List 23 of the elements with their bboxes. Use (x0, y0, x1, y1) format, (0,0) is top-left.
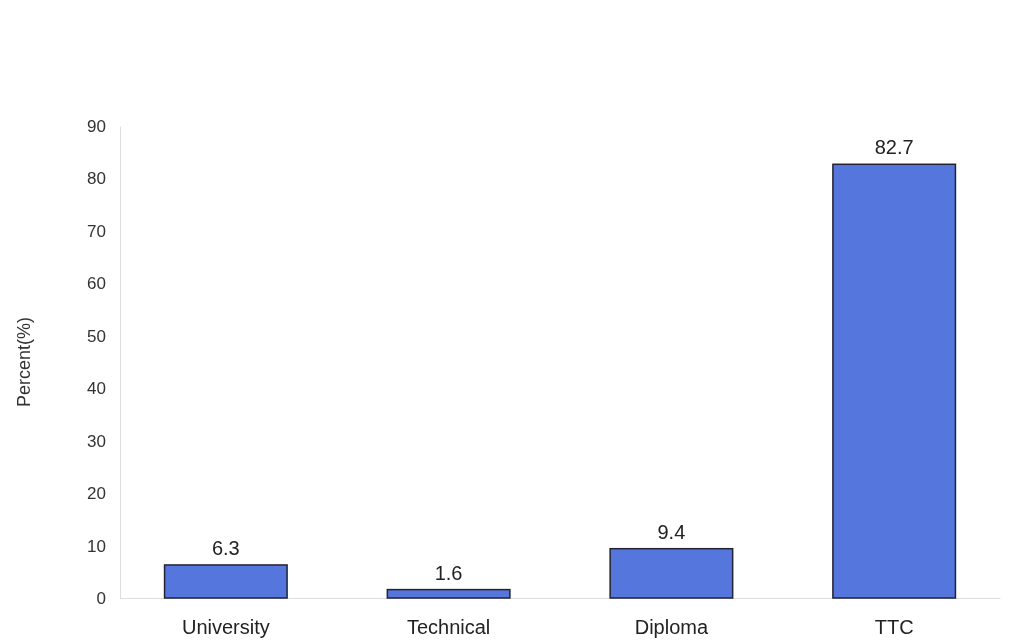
y-axis-title: Percent(%) (14, 316, 34, 408)
bar (609, 547, 734, 599)
y-tick-label: 40 (87, 379, 106, 399)
y-tick-label: 0 (96, 588, 106, 608)
data-label: 1.6 (434, 561, 463, 584)
data-label: 9.4 (657, 520, 686, 543)
y-tick-label: 50 (87, 326, 106, 346)
bar (163, 564, 288, 599)
y-tick-label: 90 (87, 116, 106, 136)
y-tick-label: 30 (87, 431, 106, 451)
bar (386, 588, 511, 599)
y-tick-label: 10 (87, 536, 106, 556)
x-tick-label: University (181, 616, 270, 639)
x-tick-label: TTC (874, 616, 914, 639)
x-tick-label: Technical (406, 616, 491, 639)
x-tick-label: Diploma (634, 616, 709, 639)
y-tick-label: 70 (87, 221, 106, 241)
data-label: 82.7 (874, 136, 914, 159)
bar (832, 163, 957, 599)
y-tick-label: 20 (87, 484, 106, 504)
data-label: 6.3 (211, 536, 240, 559)
y-tick-label: 80 (87, 169, 106, 189)
y-tick-label: 60 (87, 274, 106, 294)
